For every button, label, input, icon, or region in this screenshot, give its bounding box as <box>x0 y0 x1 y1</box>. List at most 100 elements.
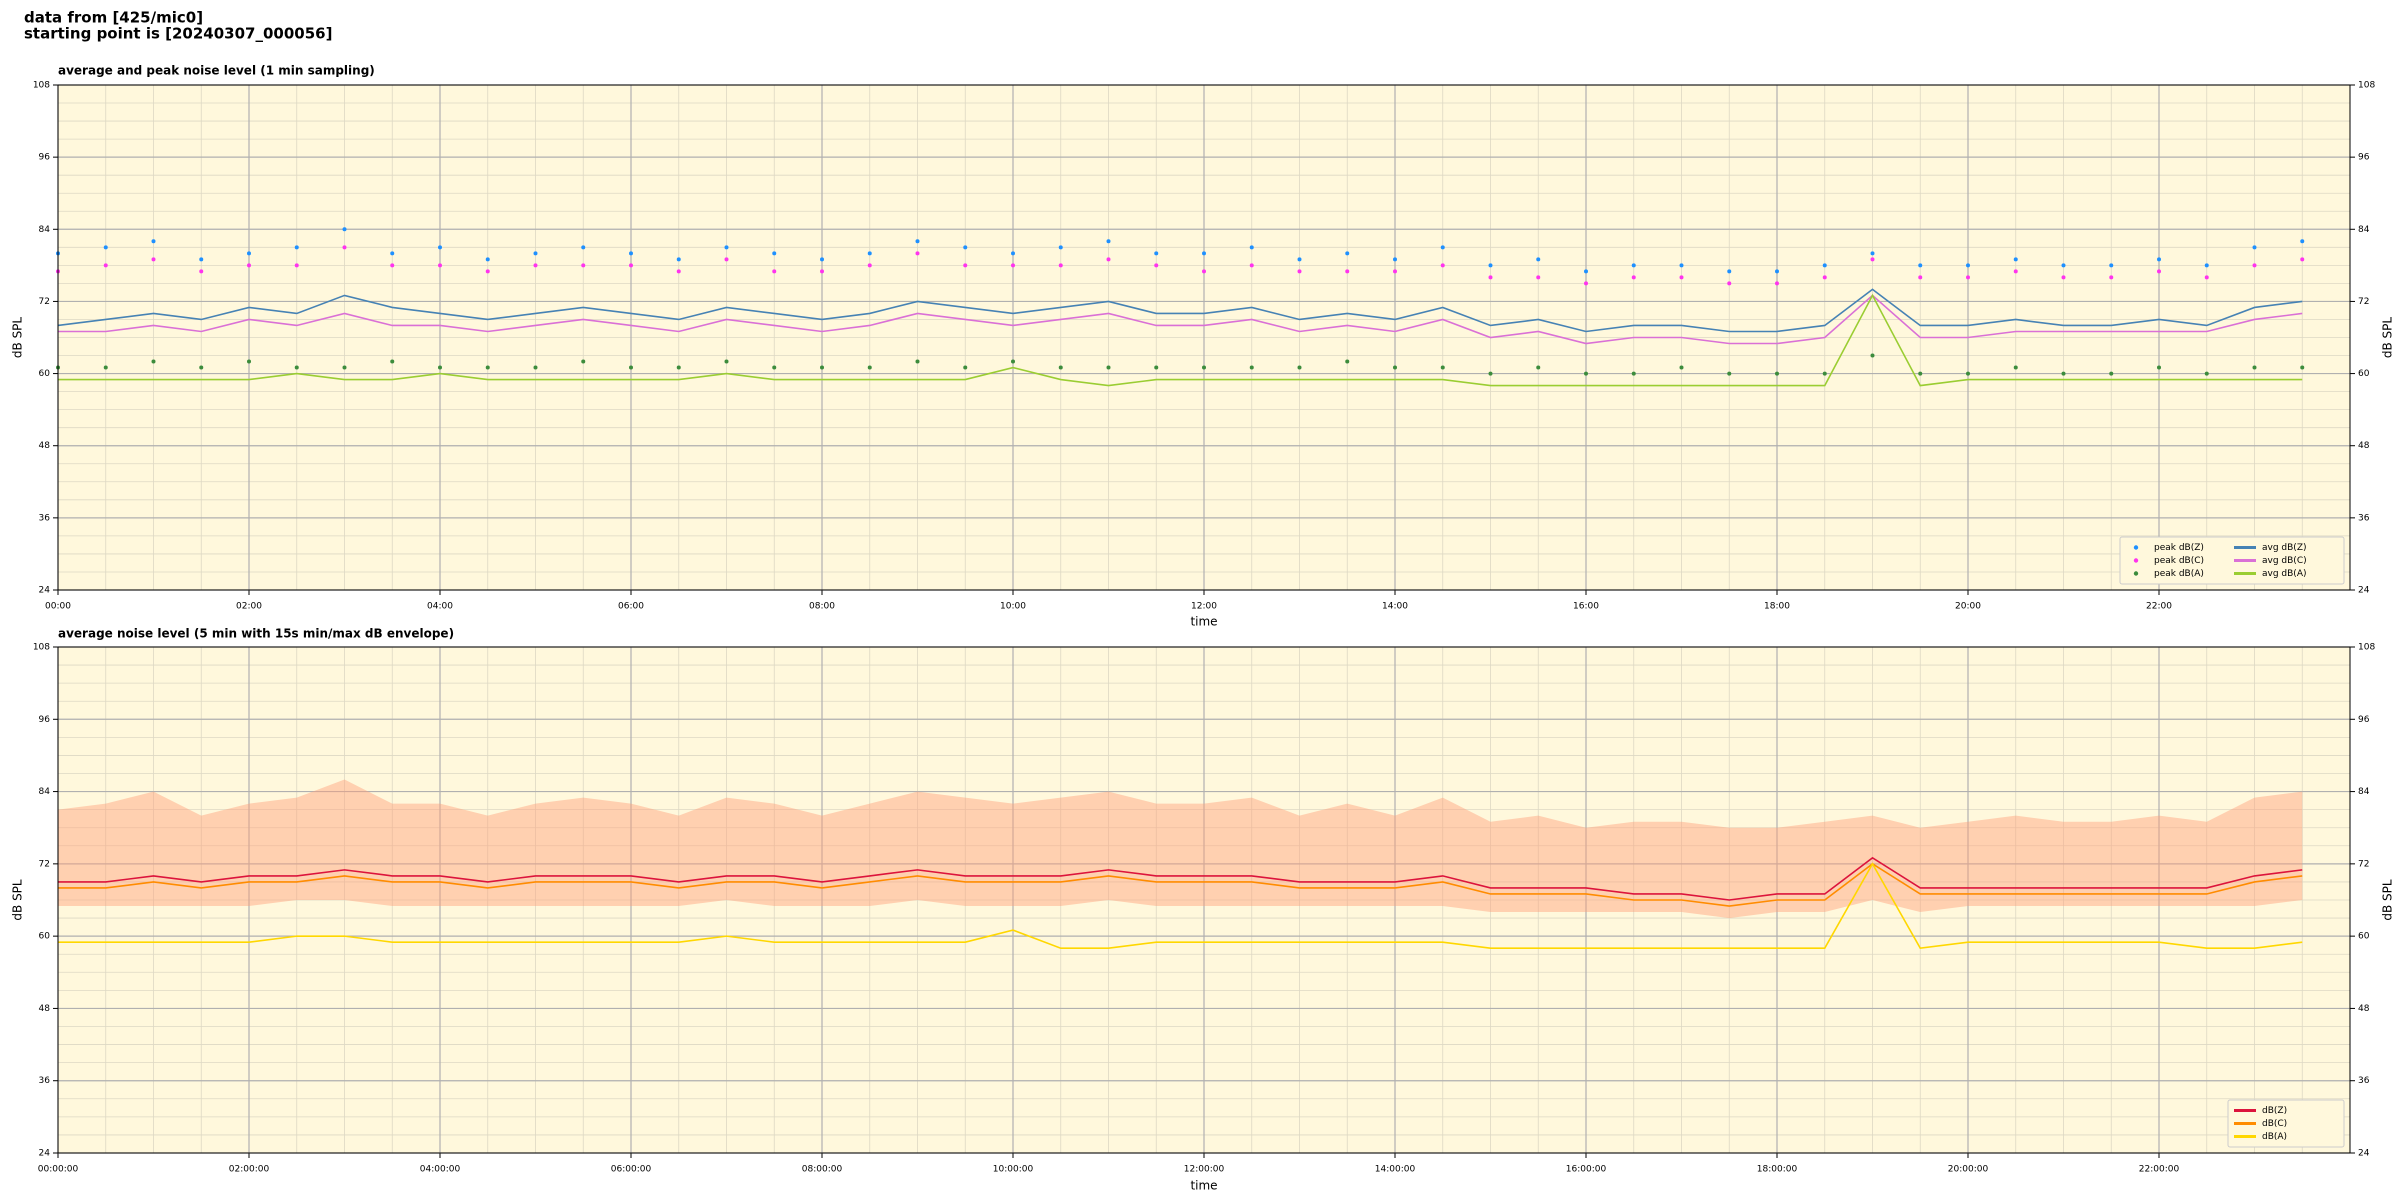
peak-point <box>1154 263 1159 268</box>
y-tick-label: 96 <box>2358 153 2370 163</box>
peak-point <box>199 365 204 370</box>
series-line <box>58 856 2303 901</box>
legend-marker <box>2133 571 2139 576</box>
peak-point <box>342 245 347 250</box>
peak-point <box>1536 275 1541 280</box>
y-tick-label: 72 <box>2358 859 2369 869</box>
peak-point <box>1058 365 1063 370</box>
y-tick-label: 72 <box>39 859 50 869</box>
y-axis-label: dB SPL <box>11 317 25 359</box>
peak-point <box>1488 263 1493 268</box>
peak-point <box>963 365 968 370</box>
peak-point <box>1249 263 1254 268</box>
x-tick-label: 02:00:00 <box>229 1165 270 1175</box>
peak-point <box>247 263 251 268</box>
peak-point <box>2061 275 2066 280</box>
peak-point <box>2252 365 2257 370</box>
peak-point <box>294 263 299 268</box>
peak-point <box>2157 257 2161 262</box>
y-axis-label: dB SPL <box>2381 879 2395 921</box>
peak-point <box>2109 275 2114 280</box>
peak-point <box>1775 269 1779 274</box>
legend-label: dB(A) <box>2262 1132 2287 1142</box>
peak-point <box>199 269 204 274</box>
peak-point <box>1440 245 1445 250</box>
peak-point <box>867 251 872 256</box>
x-tick-label: 12:00 <box>1191 602 1217 612</box>
peak-point <box>724 359 729 364</box>
y-tick-label: 24 <box>39 586 51 596</box>
y-axis-label: dB SPL <box>2381 317 2395 359</box>
legend-label: avg dB(A) <box>2262 569 2306 579</box>
x-tick-label: 10:00 <box>1000 602 1026 612</box>
peak-point <box>438 245 442 250</box>
peak-point <box>820 269 824 274</box>
y-tick-label: 36 <box>2358 513 2370 523</box>
peak-point <box>247 359 251 364</box>
x-tick-label: 14:00 <box>1382 602 1408 612</box>
peak-point <box>1727 269 1732 274</box>
y-tick-label: 48 <box>39 441 51 451</box>
y-tick-label: 48 <box>2358 441 2370 451</box>
peak-point <box>2300 257 2305 262</box>
peak-point <box>1011 359 1015 364</box>
header-line: data from [425/mic0] <box>24 9 203 27</box>
legend-box <box>2227 1099 2345 1148</box>
peak-point <box>103 263 108 268</box>
peak-point <box>1631 263 1636 268</box>
peak-point <box>294 245 299 250</box>
peak-point <box>1202 251 1206 256</box>
peak-point <box>1011 263 1015 268</box>
y-tick-label: 60 <box>39 369 51 379</box>
x-tick-label: 14:00:00 <box>1375 1165 1416 1175</box>
x-tick-label: 00:00 <box>45 602 71 612</box>
peak-point <box>915 251 920 256</box>
peak-point <box>676 257 681 262</box>
y-tick-label: 96 <box>39 153 51 163</box>
peak-point <box>867 365 872 370</box>
peak-point <box>1966 275 1970 280</box>
x-tick-label: 16:00 <box>1573 602 1599 612</box>
x-tick-label: 22:00:00 <box>2139 1165 2180 1175</box>
legend-label: avg dB(C) <box>2262 556 2307 566</box>
peak-point <box>963 263 968 268</box>
peak-point <box>1297 269 1302 274</box>
peak-point <box>1202 365 1206 370</box>
y-tick-label: 36 <box>2358 1076 2370 1086</box>
y-tick-label: 36 <box>39 1076 51 1086</box>
peak-point <box>772 251 777 256</box>
x-axis-label: time <box>1190 615 1217 629</box>
peak-point <box>1584 371 1588 376</box>
peak-point <box>1393 257 1397 262</box>
peak-point <box>963 245 968 250</box>
x-tick-label: 18:00:00 <box>1757 1165 1798 1175</box>
peak-point <box>151 239 156 244</box>
series-line <box>58 862 2303 950</box>
peak-point <box>581 263 586 268</box>
peak-point <box>1727 281 1732 286</box>
y-tick-label: 72 <box>39 297 50 307</box>
y-tick-label: 60 <box>2358 932 2370 942</box>
peak-point <box>1440 263 1445 268</box>
x-tick-label: 06:00 <box>618 602 644 612</box>
peak-point <box>2109 263 2114 268</box>
peak-point <box>2013 257 2018 262</box>
peak-point <box>772 269 777 274</box>
peak-point <box>2013 365 2018 370</box>
peak-point <box>1679 365 1684 370</box>
peak-point <box>1106 365 1111 370</box>
peak-point <box>1631 371 1636 376</box>
y-tick-label: 24 <box>39 1149 51 1159</box>
peak-point <box>1488 371 1493 376</box>
peak-point <box>820 257 824 262</box>
peak-point <box>485 269 490 274</box>
peak-point <box>1536 257 1541 262</box>
peak-point <box>1584 269 1588 274</box>
peak-point <box>390 251 395 256</box>
peak-point <box>390 359 395 364</box>
peak-point <box>1393 365 1397 370</box>
peak-point <box>629 263 633 268</box>
peak-point <box>533 263 538 268</box>
y-tick-label: 96 <box>2358 715 2370 725</box>
